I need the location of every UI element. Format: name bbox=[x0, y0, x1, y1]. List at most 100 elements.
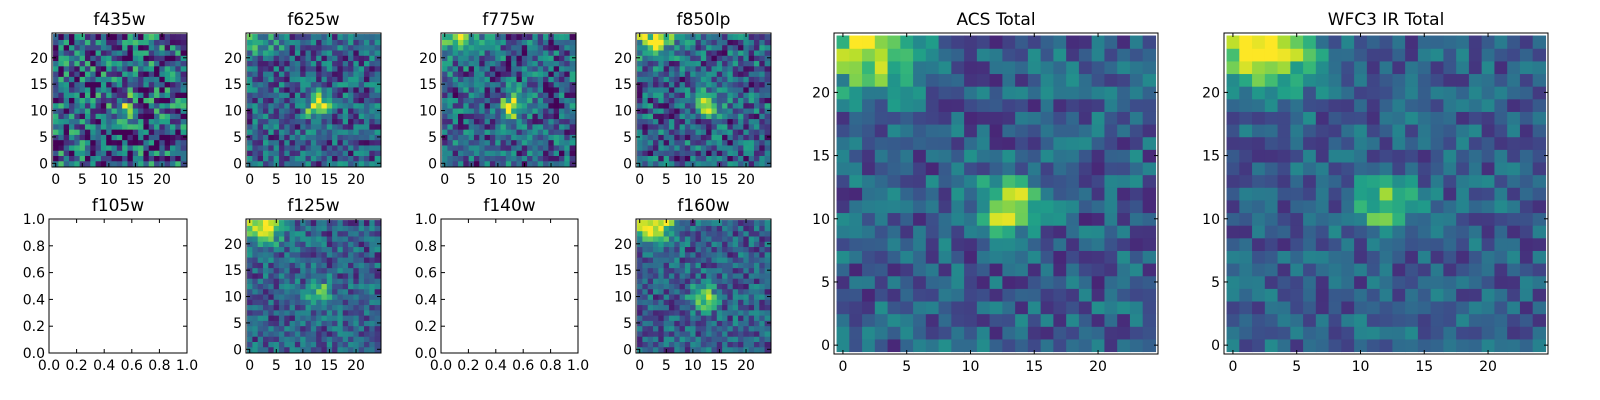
heatmap-cell bbox=[543, 70, 549, 77]
heatmap-cell bbox=[363, 283, 370, 290]
heatmap-cell bbox=[642, 34, 649, 40]
heatmap-cell bbox=[521, 118, 528, 125]
heatmap-cell bbox=[849, 225, 863, 239]
heatmap-cell bbox=[753, 220, 760, 226]
heatmap-cell bbox=[642, 86, 649, 93]
heatmap-cell bbox=[753, 55, 760, 62]
heatmap-cell bbox=[321, 65, 328, 72]
heatmap-cell bbox=[1366, 288, 1381, 302]
heatmap-cell bbox=[732, 97, 739, 104]
heatmap-cell bbox=[569, 150, 576, 156]
heatmap-cell bbox=[463, 49, 470, 56]
heatmap-cell bbox=[289, 230, 296, 237]
y-tick-label: 0 bbox=[623, 342, 632, 358]
heatmap-cell bbox=[716, 97, 723, 104]
heatmap-cell bbox=[653, 256, 659, 263]
heatmap-cell bbox=[294, 134, 301, 141]
heatmap-cell bbox=[300, 262, 307, 269]
x-tick-label: 20 bbox=[1089, 359, 1107, 375]
heatmap-cell bbox=[1264, 199, 1279, 214]
heatmap-cell bbox=[447, 39, 454, 46]
heatmap-cell bbox=[69, 123, 75, 130]
heatmap-cell bbox=[1066, 263, 1080, 277]
heatmap-cell bbox=[653, 304, 659, 311]
heatmap-cell bbox=[294, 39, 301, 46]
heatmap-cell bbox=[532, 97, 539, 104]
heatmap-cell bbox=[138, 155, 145, 162]
heatmap-cell bbox=[516, 123, 523, 130]
heatmap-cell bbox=[263, 320, 269, 327]
heatmap-cell bbox=[1239, 237, 1253, 251]
heatmap-cell bbox=[951, 199, 965, 214]
heatmap-cell bbox=[316, 60, 323, 67]
heatmap-cell bbox=[326, 235, 333, 242]
heatmap-cell bbox=[1040, 86, 1055, 100]
y-tick-label: 0 bbox=[233, 156, 242, 172]
heatmap-cell bbox=[358, 246, 365, 253]
heatmap-cell bbox=[711, 336, 718, 342]
heatmap-cell bbox=[353, 251, 360, 258]
heatmap-cell bbox=[310, 39, 317, 46]
heatmap-cell bbox=[374, 129, 381, 135]
heatmap-cell bbox=[374, 235, 381, 242]
heatmap-cell bbox=[111, 113, 118, 120]
heatmap-cell bbox=[738, 123, 744, 130]
heatmap-cell bbox=[305, 241, 312, 248]
heatmap-cell bbox=[278, 150, 285, 156]
heatmap-cell bbox=[1104, 326, 1118, 340]
heatmap-cell bbox=[257, 278, 264, 284]
heatmap-cell bbox=[537, 129, 544, 135]
heatmap-cell bbox=[1226, 225, 1240, 239]
heatmap-cell bbox=[1443, 313, 1457, 327]
heatmap-cell bbox=[369, 256, 376, 263]
heatmap-cell bbox=[976, 73, 991, 87]
heatmap-cell bbox=[1015, 300, 1029, 315]
heatmap-cell bbox=[74, 76, 81, 83]
heatmap-cell bbox=[527, 155, 534, 162]
heatmap-cell bbox=[695, 34, 702, 40]
heatmap-cell bbox=[1027, 35, 1042, 49]
heatmap-cell bbox=[722, 113, 729, 120]
heatmap-cell bbox=[132, 155, 139, 162]
heatmap-cell bbox=[257, 220, 264, 226]
heatmap-cell bbox=[759, 315, 766, 321]
heatmap-cell bbox=[1015, 187, 1029, 201]
heatmap-cell bbox=[938, 275, 952, 289]
heatmap-cell bbox=[722, 129, 729, 135]
heatmap-cell bbox=[473, 60, 480, 67]
heatmap-cell bbox=[332, 86, 339, 93]
heatmap-cell bbox=[759, 49, 766, 56]
heatmap-cell bbox=[305, 155, 312, 162]
heatmap-cell bbox=[668, 320, 675, 327]
heatmap-cell bbox=[647, 123, 654, 130]
heatmap-cell bbox=[1290, 338, 1304, 353]
heatmap-cell bbox=[668, 251, 675, 258]
heatmap-cell bbox=[127, 129, 134, 135]
heatmap-cell bbox=[257, 246, 264, 253]
heatmap-cell bbox=[263, 256, 269, 263]
heatmap-cell bbox=[653, 251, 659, 258]
heatmap-cell bbox=[836, 73, 850, 87]
heatmap-cell bbox=[273, 246, 280, 253]
heatmap-cell bbox=[700, 220, 707, 226]
heatmap-cell bbox=[310, 241, 317, 248]
heatmap-cell bbox=[874, 199, 889, 214]
heatmap-cell bbox=[305, 346, 312, 353]
heatmap-cell bbox=[132, 102, 139, 109]
heatmap-cell bbox=[363, 230, 370, 237]
heatmap-cell bbox=[1366, 225, 1381, 239]
heatmap-cell bbox=[164, 97, 171, 104]
heatmap-cell bbox=[273, 129, 280, 135]
heatmap-cell bbox=[358, 220, 365, 226]
heatmap-cell bbox=[716, 139, 723, 146]
heatmap-cell bbox=[326, 60, 333, 67]
heatmap-cell bbox=[1252, 326, 1266, 340]
heatmap-cell bbox=[989, 174, 1003, 188]
heatmap-cell bbox=[700, 44, 707, 51]
heatmap-cell bbox=[738, 299, 744, 306]
heatmap-cell bbox=[180, 97, 187, 104]
heatmap-cell bbox=[700, 262, 707, 269]
heatmap-cell bbox=[473, 86, 480, 93]
heatmap-cell bbox=[653, 288, 659, 295]
heatmap-cell bbox=[1252, 225, 1266, 239]
